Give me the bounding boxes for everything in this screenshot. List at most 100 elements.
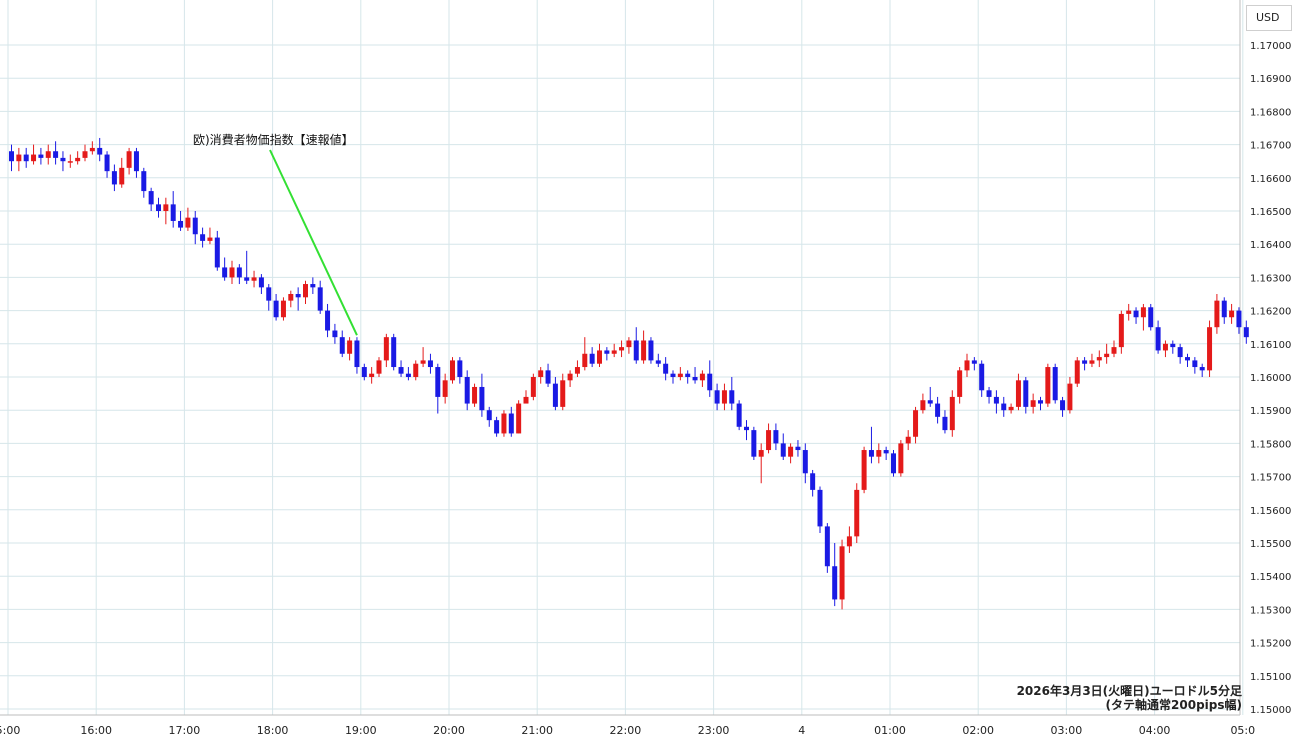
y-tick-label: 1.16700 (1250, 141, 1291, 152)
y-tick-label: 1.16000 (1250, 373, 1291, 384)
y-tick-label: 1.15000 (1250, 705, 1291, 716)
candle-body (494, 420, 500, 434)
candle-body (310, 284, 316, 288)
candle-body (1111, 347, 1117, 354)
candle-body (604, 350, 610, 354)
candle-body (898, 443, 904, 474)
candle-body (832, 566, 838, 600)
candle-body (23, 154, 29, 162)
y-tick-label: 1.15600 (1250, 506, 1291, 517)
candle-body (435, 367, 441, 397)
candle-body (1118, 313, 1124, 348)
candle-body (854, 489, 860, 537)
candle-body (31, 154, 37, 162)
annotation-pointer-line (269, 149, 358, 336)
candle-body (736, 403, 742, 427)
candle-body (192, 217, 198, 235)
candle-body (273, 300, 279, 318)
candle-body (692, 377, 698, 381)
candle-body (200, 234, 206, 241)
x-tick-label: 03:00 (1051, 724, 1083, 737)
candle-body (824, 526, 830, 567)
candle-body (457, 360, 463, 377)
x-tick-label: 18:00 (257, 724, 289, 737)
candle-body (567, 373, 573, 381)
candle-body (1221, 300, 1227, 318)
candle-body (1155, 327, 1161, 351)
candle-body (479, 386, 485, 411)
candle-body (538, 370, 544, 377)
candle-body (1214, 300, 1220, 328)
y-tick-label: 1.16400 (1250, 240, 1291, 251)
candle-body (648, 340, 654, 361)
candle-body (185, 217, 191, 228)
candle-body (141, 171, 147, 192)
candle-body (839, 546, 845, 600)
candle-body (236, 267, 242, 278)
candle-body (266, 287, 272, 301)
candle-body (619, 347, 625, 351)
y-tick-label: 1.15900 (1250, 406, 1291, 417)
candle-body (1104, 353, 1110, 358)
candle-body (552, 383, 558, 407)
candle-body (405, 373, 411, 377)
candle-body (1185, 357, 1190, 361)
candle-body (170, 204, 176, 221)
candle-body (751, 430, 757, 457)
candle-body (67, 161, 73, 163)
candle-body (1126, 310, 1132, 314)
candle-body (244, 277, 250, 281)
candle-body (788, 446, 794, 457)
candle-body (464, 377, 470, 404)
candle-body (1052, 367, 1058, 401)
candle-body (1060, 400, 1066, 411)
x-tick-label: 20:00 (433, 724, 465, 737)
candle-body (53, 151, 59, 158)
candle-body (795, 446, 801, 451)
y-tick-label: 1.15300 (1250, 605, 1291, 616)
candle-body (82, 151, 88, 158)
candle-body (222, 267, 228, 278)
candle-body (1089, 360, 1095, 364)
candle-body (1082, 360, 1088, 364)
candle-body (148, 191, 154, 205)
candle-body (1170, 343, 1176, 348)
candle-body (295, 294, 301, 298)
currency-label[interactable]: USD (1246, 5, 1292, 31)
candle-body (9, 151, 14, 162)
candle-body (883, 450, 889, 454)
candle-body (1177, 347, 1183, 358)
event-annotation-label: 欧)消費者物価指数【速報値】 (193, 133, 354, 147)
y-tick-label: 1.15200 (1250, 639, 1291, 650)
candle-body (655, 360, 661, 364)
candle-body (589, 353, 595, 364)
x-tick-label: 23:00 (698, 724, 730, 737)
candle-body (369, 373, 375, 377)
candle-body (744, 426, 749, 431)
candle-body (868, 450, 874, 457)
candle-body (949, 396, 955, 431)
candle-body (979, 363, 985, 391)
candle-body (303, 284, 308, 298)
candle-body (472, 386, 478, 404)
candle-body (1192, 360, 1198, 368)
candle-body (1030, 400, 1036, 407)
candle-body (413, 363, 419, 377)
candle-body (633, 340, 639, 361)
candle-body (104, 154, 110, 172)
y-tick-label: 1.16500 (1250, 207, 1291, 218)
candle-body (486, 410, 492, 421)
candle-body (597, 350, 602, 364)
candle-body (964, 360, 970, 371)
candle-body (861, 450, 867, 490)
candle-body (361, 367, 367, 377)
candle-body (119, 167, 125, 185)
candle-body (332, 330, 338, 338)
candle-body (891, 453, 896, 474)
candle-body (1038, 400, 1043, 404)
candle-body (383, 337, 389, 361)
candle-body (714, 390, 720, 404)
candle-body (178, 220, 184, 228)
